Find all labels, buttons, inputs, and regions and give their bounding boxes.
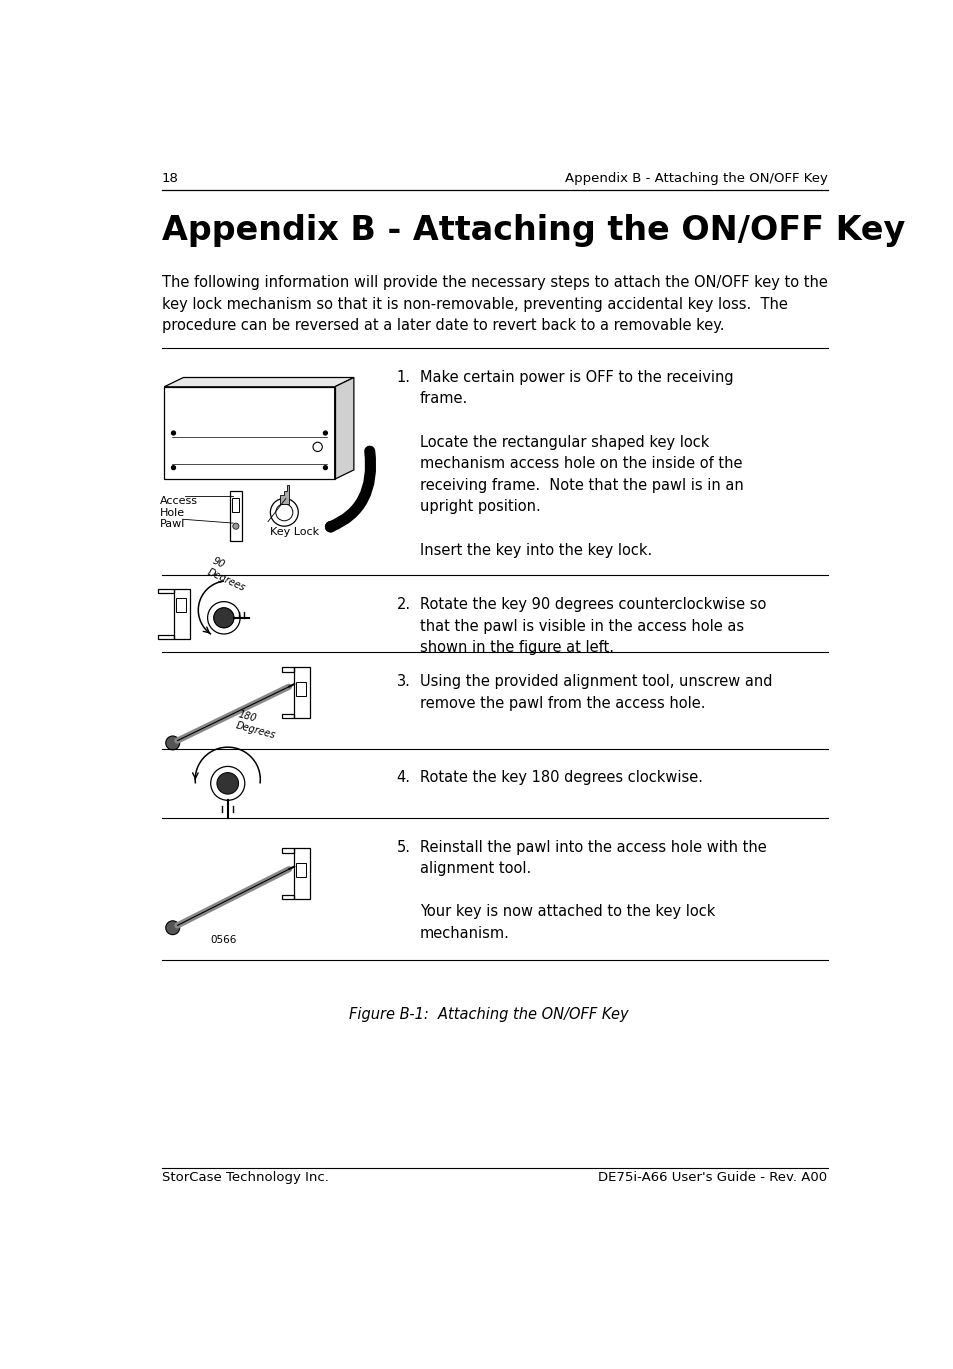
Text: 1.: 1.	[396, 370, 411, 385]
Text: Appendix B - Attaching the ON/OFF Key: Appendix B - Attaching the ON/OFF Key	[162, 214, 904, 246]
Text: DE75i-A66 User's Guide - Rev. A00: DE75i-A66 User's Guide - Rev. A00	[598, 1170, 827, 1184]
Polygon shape	[164, 378, 354, 387]
Text: Rotate the key 90 degrees counterclockwise so
that the pawl is visible in the ac: Rotate the key 90 degrees counterclockwi…	[419, 597, 765, 656]
Polygon shape	[279, 486, 289, 504]
Text: Key Lock: Key Lock	[270, 527, 319, 537]
Circle shape	[166, 737, 179, 750]
Text: 2.: 2.	[396, 597, 411, 612]
Bar	[295, 682, 306, 695]
Circle shape	[172, 465, 175, 470]
Circle shape	[172, 431, 175, 435]
Text: Appendix B - Attaching the ON/OFF Key: Appendix B - Attaching the ON/OFF Key	[564, 172, 827, 185]
Circle shape	[323, 465, 327, 470]
Circle shape	[233, 523, 239, 530]
Bar	[232, 498, 239, 512]
Text: 18: 18	[162, 172, 178, 185]
Polygon shape	[335, 378, 354, 479]
Text: 4.: 4.	[396, 771, 411, 786]
Text: StorCase Technology Inc.: StorCase Technology Inc.	[162, 1170, 329, 1184]
Text: 90
Degrees: 90 Degrees	[205, 556, 252, 593]
Text: Rotate the key 180 degrees clockwise.: Rotate the key 180 degrees clockwise.	[419, 771, 702, 786]
Text: Using the provided alignment tool, unscrew and
remove the pawl from the access h: Using the provided alignment tool, unscr…	[419, 674, 772, 711]
Text: 0566: 0566	[211, 935, 236, 946]
Text: Reinstall the pawl into the access hole with the
alignment tool.

Your key is no: Reinstall the pawl into the access hole …	[419, 839, 766, 941]
Bar	[295, 862, 306, 878]
FancyArrowPatch shape	[330, 452, 370, 527]
Text: 5.: 5.	[396, 839, 411, 854]
Text: Pawl: Pawl	[159, 519, 185, 530]
Text: The following information will provide the necessary steps to attach the ON/OFF : The following information will provide t…	[162, 275, 827, 334]
Text: Make certain power is OFF to the receiving
frame.

Locate the rectangular shaped: Make certain power is OFF to the receivi…	[419, 370, 743, 557]
Text: Figure B-1:  Attaching the ON/OFF Key: Figure B-1: Attaching the ON/OFF Key	[349, 1006, 628, 1021]
Circle shape	[216, 772, 238, 794]
Text: 3.: 3.	[396, 674, 410, 689]
Text: Access
Hole: Access Hole	[159, 496, 197, 517]
Circle shape	[166, 921, 179, 935]
Circle shape	[213, 608, 233, 628]
Bar	[175, 598, 186, 612]
Circle shape	[323, 431, 327, 435]
Text: 180
Degrees: 180 Degrees	[234, 709, 279, 741]
